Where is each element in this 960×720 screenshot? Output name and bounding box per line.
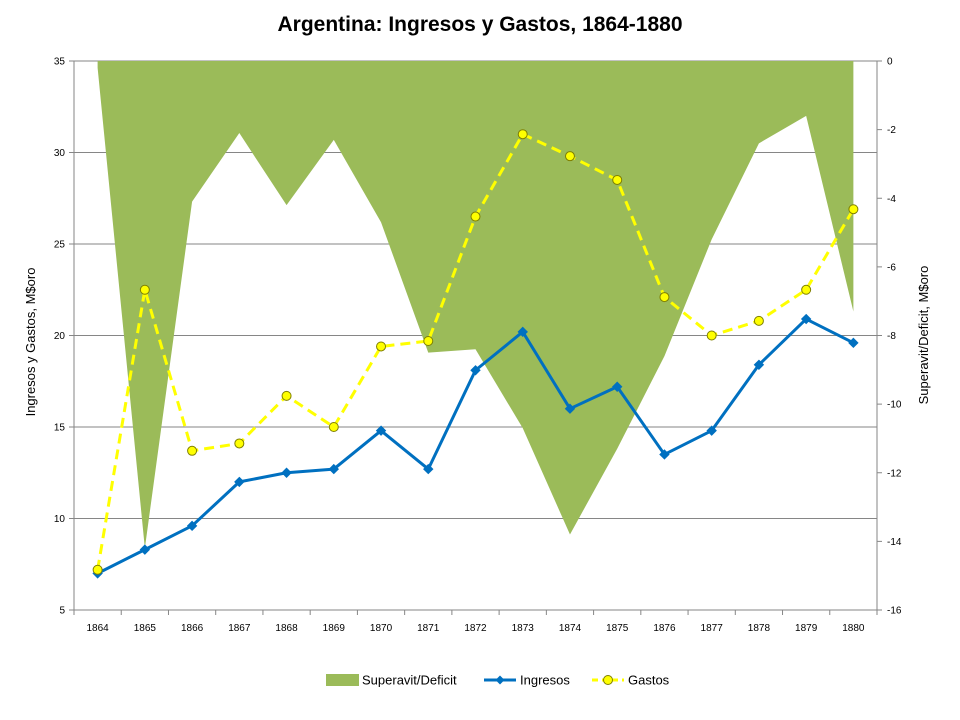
point-ingresos: [517, 326, 528, 338]
point-ingresos: [800, 313, 812, 325]
point-ingresos: [564, 403, 576, 414]
y2-tick-label: -4: [887, 194, 896, 205]
legend-marker-ingresos: [495, 675, 505, 685]
x-tick-labels: 1864 1865 1866 1867 1868 1869 1870 1871 1872 1873…: [86, 623, 864, 634]
point-gastos: [470, 211, 481, 222]
x-tick-label: 1876: [653, 623, 676, 634]
point-ingresos: [611, 381, 623, 392]
legend: Superavit/Deficit Ingresos Gastos: [326, 673, 670, 688]
point-gastos: [92, 564, 103, 575]
y2-tick-label: -6: [887, 262, 896, 273]
x-tick-label: 1868: [275, 623, 298, 634]
point-ingresos: [281, 467, 292, 478]
point-ingresos: [659, 449, 670, 460]
axes: [69, 60, 882, 615]
point-gastos: [234, 438, 245, 449]
point-gastos: [612, 174, 623, 185]
point-gastos: [801, 284, 812, 295]
point-ingresos: [706, 425, 717, 436]
point-gastos: [753, 315, 764, 326]
x-tick-label: 1869: [323, 623, 346, 634]
y-axis-title: Ingresos y Gastos, M$oro: [23, 268, 38, 417]
point-ingresos: [423, 463, 434, 475]
y-tick-label: 35: [54, 57, 66, 68]
point-gastos: [659, 292, 670, 303]
point-gastos: [328, 422, 339, 432]
legend-label-gastos: Gastos: [628, 673, 670, 688]
point-ingresos: [470, 365, 481, 376]
chart-title: Argentina: Ingresos y Gastos, 1864-1880: [278, 13, 683, 36]
y2-axis-title: Superavit/Deficit, M$oro: [916, 266, 931, 405]
point-ingresos: [139, 544, 151, 555]
y-tick-label: 20: [54, 331, 66, 342]
y2-tick-label: -2: [887, 125, 896, 136]
legend-label-superavit-deficit: Superavit/Deficit: [362, 673, 457, 688]
x-tick-label: 1866: [181, 623, 204, 634]
point-ingresos: [753, 359, 765, 370]
point-ingresos: [848, 337, 859, 349]
x-tick-label: 1878: [748, 623, 771, 634]
y-tick-label: 25: [54, 240, 66, 251]
x-tick-label: 1879: [795, 623, 818, 634]
x-tick-label: 1867: [228, 623, 251, 634]
area-superavit-deficit: [97, 61, 854, 549]
legend-marker-gastos: [603, 675, 613, 685]
point-gastos: [517, 129, 528, 140]
area-series: [97, 61, 854, 549]
y-tick-label: 15: [54, 423, 66, 434]
line-series: [92, 129, 859, 579]
point-gastos: [848, 204, 859, 215]
x-tick-label: 1872: [464, 623, 487, 634]
y2-tick-label: -8: [887, 331, 896, 342]
y2-tick-labels: -16 -14 -12 -10 -8 -6 -4 -2 0: [887, 57, 902, 617]
x-tick-label: 1874: [559, 623, 582, 634]
x-tick-label: 1877: [701, 623, 724, 634]
x-tick-label: 1870: [370, 623, 393, 634]
y2-tick-label: -14: [887, 537, 902, 548]
point-gastos: [376, 341, 387, 352]
y2-tick-label: -12: [887, 468, 902, 479]
x-tick-label: 1871: [417, 623, 440, 634]
y-tick-label: 10: [54, 514, 66, 525]
point-gastos: [139, 284, 150, 295]
legend-label-ingresos: Ingresos: [520, 673, 570, 688]
point-gastos: [187, 445, 198, 456]
x-tick-label: 1873: [512, 623, 535, 634]
y2-tick-label: 0: [887, 57, 893, 68]
y2-tick-label: -10: [887, 400, 902, 411]
line-ingresos: [96, 317, 855, 575]
point-gastos: [706, 330, 717, 341]
point-gastos: [423, 335, 434, 346]
point-gastos: [564, 151, 575, 162]
point-ingresos: [328, 463, 340, 475]
x-tick-label: 1875: [606, 623, 629, 634]
point-ingresos: [186, 520, 198, 532]
x-tick-label: 1880: [842, 623, 865, 634]
y-tick-labels: 5 10 15 20 25 30 35: [54, 57, 66, 617]
point-ingresos: [234, 476, 245, 488]
point-ingresos: [375, 425, 387, 436]
y-tick-label: 30: [54, 148, 66, 159]
x-tick-label: 1864: [86, 623, 109, 634]
legend-swatch-superavit-deficit: [326, 674, 359, 686]
y2-tick-label: -16: [887, 606, 902, 617]
x-tick-label: 1865: [134, 623, 157, 634]
point-gastos: [281, 390, 292, 401]
y-tick-label: 5: [59, 606, 65, 617]
